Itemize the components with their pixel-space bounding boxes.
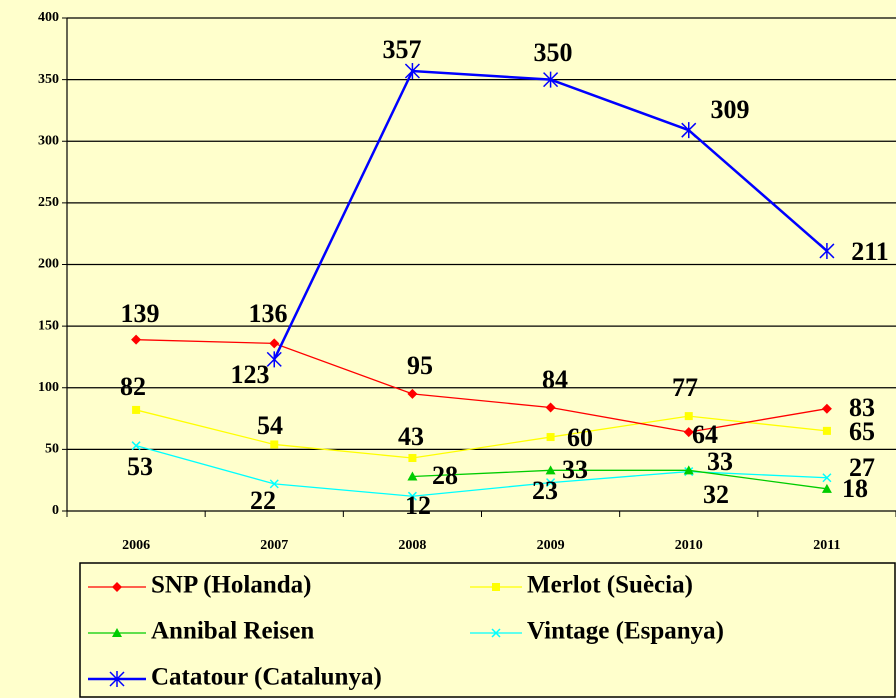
legend-label: Annibal Reisen bbox=[151, 618, 314, 645]
y-tick-label: 400 bbox=[38, 10, 59, 25]
marker bbox=[822, 473, 832, 483]
marker bbox=[683, 427, 694, 438]
marker bbox=[684, 412, 693, 421]
data-label: 211 bbox=[851, 237, 889, 266]
y-tick-label: 350 bbox=[38, 72, 59, 87]
data-label: 33 bbox=[562, 455, 588, 484]
data-label: 22 bbox=[250, 486, 276, 515]
x-tick-label: 2011 bbox=[813, 538, 840, 553]
legend-label: Vintage (Espanya) bbox=[527, 618, 724, 645]
data-label: 309 bbox=[711, 95, 750, 124]
marker bbox=[270, 440, 279, 449]
legend: SNP (Holanda) Merlot (Suècia) Annibal Reis… bbox=[79, 562, 896, 698]
data-label: 28 bbox=[432, 461, 458, 490]
legend-label: Merlot (Suècia) bbox=[527, 572, 693, 599]
legend-label: SNP (Holanda) bbox=[151, 572, 311, 599]
marker bbox=[821, 483, 832, 493]
series bbox=[407, 465, 832, 493]
data-label: 95 bbox=[407, 351, 433, 380]
data-label: 23 bbox=[532, 476, 558, 505]
data-label: 77 bbox=[672, 373, 698, 402]
marker bbox=[408, 454, 417, 463]
x-tick-label: 2008 bbox=[398, 538, 426, 553]
marker bbox=[112, 628, 122, 637]
data-label: 64 bbox=[692, 420, 718, 449]
data-label: 27 bbox=[849, 453, 875, 482]
marker bbox=[819, 242, 835, 259]
marker bbox=[491, 628, 501, 638]
data-label: 136 bbox=[249, 299, 288, 328]
marker bbox=[546, 433, 555, 442]
marker bbox=[407, 471, 418, 481]
data-label: 12 bbox=[405, 491, 431, 520]
series bbox=[266, 62, 835, 368]
x-tick-label: 2009 bbox=[537, 538, 565, 553]
line bbox=[135, 409, 827, 459]
data-label: 350 bbox=[534, 38, 573, 67]
y-tick-label: 200 bbox=[38, 257, 59, 272]
data-label: 123 bbox=[231, 360, 270, 389]
marker bbox=[269, 338, 280, 349]
legend-box bbox=[79, 562, 896, 698]
marker bbox=[492, 583, 500, 591]
marker bbox=[821, 403, 832, 414]
data-label: 139 bbox=[121, 299, 160, 328]
marker bbox=[266, 351, 282, 368]
x-tick-label: 2006 bbox=[122, 538, 150, 553]
marker bbox=[407, 491, 417, 501]
data-label: 83 bbox=[849, 393, 875, 422]
marker bbox=[131, 334, 142, 345]
marker bbox=[545, 465, 556, 475]
data-label: 54 bbox=[257, 411, 283, 440]
data-label: 65 bbox=[849, 417, 875, 446]
marker bbox=[683, 465, 694, 475]
line bbox=[135, 445, 827, 497]
marker bbox=[131, 441, 141, 451]
y-tick-label: 50 bbox=[45, 442, 59, 457]
x-tick-label: 2010 bbox=[675, 538, 703, 553]
marker bbox=[822, 426, 831, 435]
line bbox=[136, 339, 828, 433]
marker bbox=[109, 671, 125, 687]
data-label: 60 bbox=[567, 423, 593, 452]
y-tick-label: 250 bbox=[38, 195, 59, 210]
marker bbox=[112, 582, 122, 592]
data-label: 43 bbox=[398, 422, 424, 451]
data-label: 18 bbox=[842, 474, 868, 503]
marker bbox=[543, 71, 559, 88]
marker bbox=[681, 122, 697, 139]
y-tick-label: 0 bbox=[52, 503, 59, 518]
y-tick-label: 150 bbox=[38, 318, 59, 333]
data-label: 32 bbox=[703, 480, 729, 509]
y-tick-label: 300 bbox=[38, 133, 59, 148]
marker bbox=[132, 405, 141, 414]
data-label: 357 bbox=[383, 35, 422, 64]
data-label: 84 bbox=[542, 365, 568, 394]
marker bbox=[404, 62, 420, 79]
marker bbox=[545, 402, 556, 413]
data-label: 82 bbox=[120, 372, 146, 401]
x-tick-label: 2007 bbox=[260, 538, 288, 553]
marker bbox=[407, 388, 418, 399]
line bbox=[412, 469, 828, 490]
data-label: 53 bbox=[127, 452, 153, 481]
series bbox=[132, 405, 831, 463]
legend-label: Catatour (Catalunya) bbox=[151, 664, 382, 691]
data-label: 33 bbox=[707, 447, 733, 476]
marker bbox=[269, 479, 279, 489]
y-tick-label: 100 bbox=[38, 380, 59, 395]
series bbox=[131, 334, 832, 438]
marker bbox=[546, 478, 556, 488]
series bbox=[131, 441, 832, 501]
